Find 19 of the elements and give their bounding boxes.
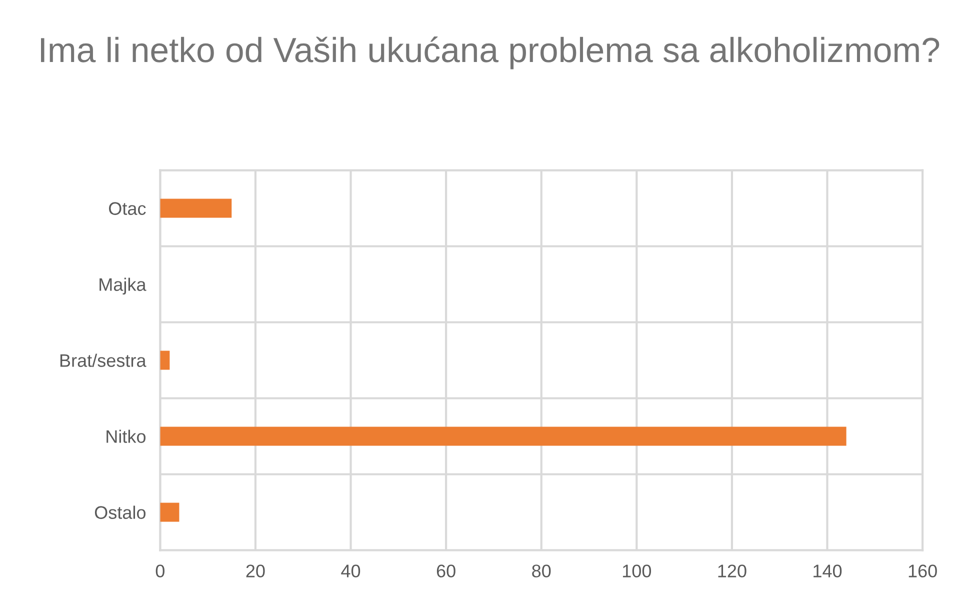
x-tick-label: 40 [341,564,360,578]
x-tick-label: 100 [622,564,652,578]
x-tick-label: 80 [532,564,551,578]
y-tick-label: Otac [108,202,146,215]
y-tick-label: Brat/sestra [60,354,146,367]
bar [160,350,170,370]
bar [160,198,232,218]
bar [160,502,180,522]
x-tick-label: 60 [436,564,456,578]
x-tick-label: 0 [156,564,164,578]
chart-title: Ima li netko od Vaših ukućana problema sa alkoholizmom? [41,36,940,70]
x-tick-label: 120 [718,564,746,578]
y-tick-label: Majka [100,278,146,295]
y-tick-label: Nitko [106,430,146,443]
x-tick-label: 160 [908,564,937,578]
x-tick-label: 20 [246,564,265,578]
bar [160,426,846,446]
y-tick-label: Ostalo [94,506,146,519]
x-tick-label: 140 [814,564,842,578]
